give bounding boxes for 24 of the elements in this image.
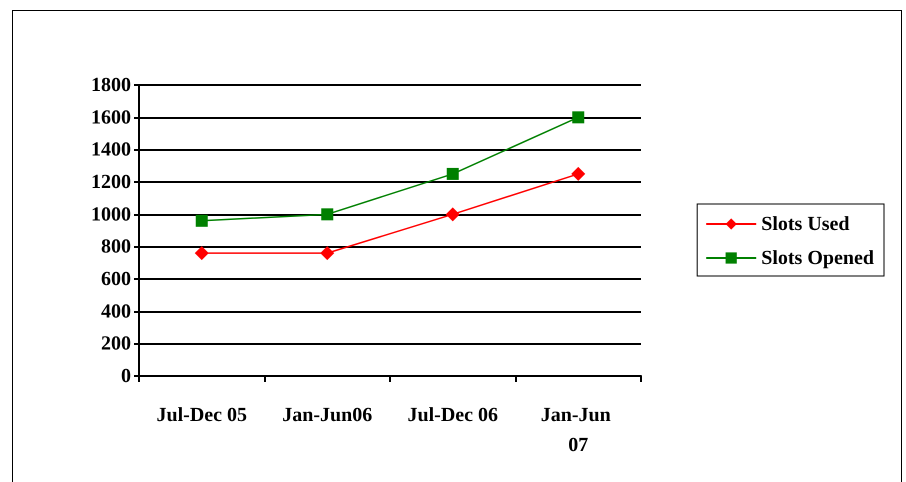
x-tick-label: Jan-Jun 07 bbox=[540, 404, 616, 456]
point bbox=[446, 168, 459, 180]
y-tick-label: 400 bbox=[101, 300, 131, 322]
point bbox=[196, 214, 208, 227]
point bbox=[194, 246, 209, 260]
y-tick-label: 800 bbox=[101, 236, 131, 258]
y-tick-label: 0 bbox=[121, 365, 131, 387]
legend-label: Slots Opened bbox=[761, 247, 874, 269]
point bbox=[321, 208, 334, 220]
legend-label: Slots Used bbox=[761, 213, 850, 235]
y-tick-label: 1600 bbox=[91, 106, 131, 128]
y-tick-label: 1000 bbox=[91, 203, 131, 226]
y-tick-label: 600 bbox=[101, 268, 131, 290]
point bbox=[572, 111, 584, 124]
x-tick-label: Jan-Jun06 bbox=[282, 404, 372, 426]
y-tick-label: 1400 bbox=[91, 138, 131, 161]
y-tick-label: 200 bbox=[101, 332, 131, 355]
x-tick-label: Jul-Dec 06 bbox=[407, 404, 498, 426]
y-tick-label: 1800 bbox=[91, 74, 131, 96]
point bbox=[446, 207, 460, 222]
point bbox=[320, 246, 334, 260]
x-tick-label: Jul-Dec 05 bbox=[156, 404, 248, 426]
y-tick-label: 1200 bbox=[91, 171, 131, 193]
point bbox=[571, 166, 586, 181]
